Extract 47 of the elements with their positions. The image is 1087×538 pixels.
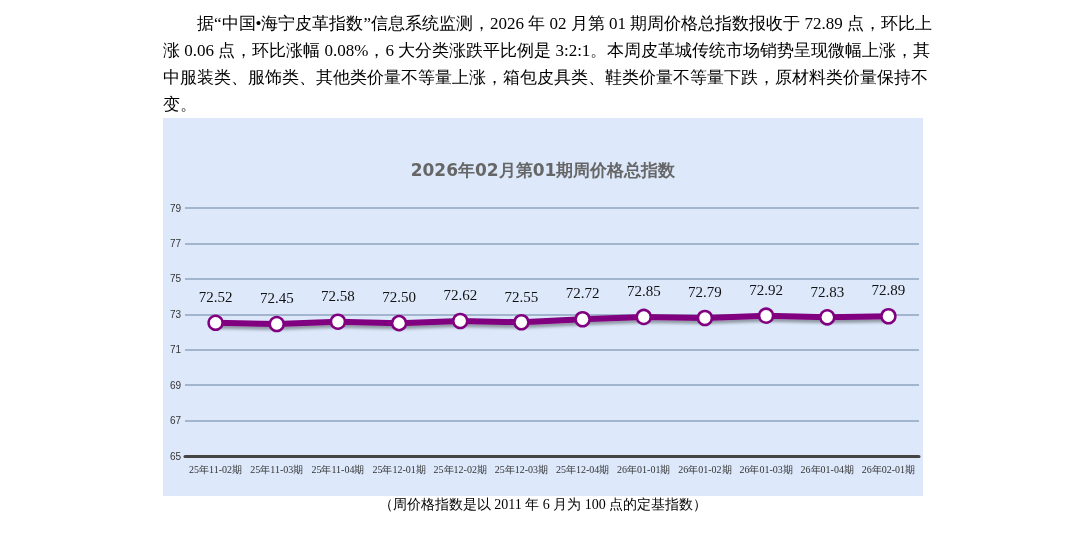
data-label: 72.62	[443, 287, 478, 304]
x-tick-label: 25年12-01期	[372, 463, 426, 475]
data-label: 72.92	[749, 281, 783, 298]
y-tick-label: 67	[169, 415, 182, 427]
point	[207, 314, 224, 332]
point	[635, 308, 652, 326]
x-tick-label: 25年12-03期	[494, 463, 549, 475]
data-label: 72.72	[565, 285, 600, 302]
point	[574, 311, 591, 328]
x-tick-label: 25年12-04期	[555, 463, 610, 475]
y-tick-label: 77	[169, 237, 182, 249]
x-tick-label: 25年11-03期	[250, 463, 304, 475]
x-tick-label: 26年01-01期	[617, 463, 671, 475]
data-label: 72.85	[626, 283, 661, 300]
y-tick-label: 69	[169, 379, 182, 391]
x-tick-label: 25年12-02期	[433, 463, 487, 475]
data-label: 72.83	[810, 283, 845, 300]
data-label: 72.50	[382, 289, 416, 306]
y-tick-label: 71	[169, 344, 182, 356]
text: 据“中国•海宁皮革指数”信息系统监测，2026 年 02 月第 01 期周价格总指数报收于 72.89 点，环比上涨 0.06 点，环比涨幅 0.08%，6 大分类涨跌平比例是 3:2:1。本周皮革城传统市场销势呈现微幅上涨，其中服装类、服饰类、其他类价量不等量上涨，箱包皮具类、鞋类价量不等量下跌，原材料类价量保持不变。	[163, 13, 934, 116]
data-label: 72.58	[321, 287, 355, 304]
x-tick-label: 26年01-03期	[739, 463, 793, 475]
point	[268, 315, 285, 333]
x-tick-label: 25年11-04期	[311, 463, 365, 475]
data-label: 72.89	[871, 282, 906, 299]
point	[696, 309, 714, 327]
point	[513, 314, 530, 331]
point	[757, 307, 775, 324]
point	[390, 314, 408, 332]
y-tick-label: 73	[169, 308, 182, 320]
chart-title: 2026年02月第01期周价格总指数	[410, 159, 677, 180]
y-tick-label: 75	[169, 273, 182, 285]
point	[819, 309, 836, 326]
x-tick-label: 26年01-04期	[800, 463, 854, 475]
point	[880, 307, 897, 325]
y-tick-label: 79	[169, 202, 182, 214]
y-tick-label: 65	[169, 450, 182, 462]
x-tick-label: 26年02-01期	[861, 463, 916, 475]
data-label: 72.55	[504, 288, 539, 305]
data-label: 72.45	[259, 290, 294, 307]
point	[329, 313, 347, 330]
text: （周价格指数是以 2011 年 6 月为 100 点的定基指数）	[377, 496, 709, 514]
point	[452, 312, 469, 330]
data-label: 72.52	[198, 289, 233, 306]
x-tick-label: 25年11-02期	[189, 463, 243, 475]
x-tick-label: 26年01-02期	[678, 463, 732, 475]
data-label: 72.79	[688, 284, 722, 301]
